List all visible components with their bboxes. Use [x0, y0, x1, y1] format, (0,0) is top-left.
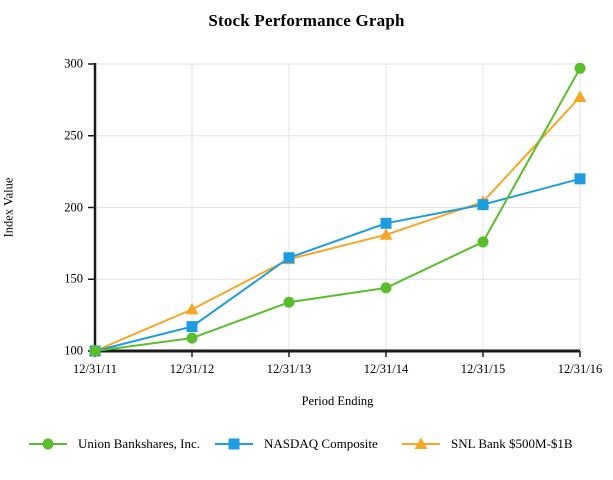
data-point-triangle: [379, 228, 393, 240]
legend-label: NASDAQ Composite: [264, 436, 378, 451]
chart-title: Stock Performance Graph: [208, 11, 405, 30]
data-point-triangle: [185, 302, 199, 315]
x-tick-label: 12/31/12: [169, 362, 215, 376]
data-point-circle: [574, 62, 586, 74]
legend-label: SNL Bank $500M-$1B: [451, 436, 573, 451]
series-line: [94, 177, 581, 352]
x-tick-label: 12/31/14: [363, 362, 409, 376]
data-point-square: [186, 321, 198, 333]
legend-triangle-marker-icon: [402, 437, 440, 449]
y-tick-label: 100: [64, 343, 83, 358]
legend-square-marker-icon: [215, 438, 253, 450]
legend-item: SNL Bank $500M-$1B: [402, 436, 573, 452]
x-axis-title: Period Ending: [301, 394, 374, 408]
x-tick-label: 12/31/15: [460, 362, 506, 376]
data-point-circle: [89, 345, 101, 357]
legend-item: NASDAQ Composite: [215, 436, 378, 452]
data-point-triangle: [573, 90, 587, 103]
x-tick-label: 12/31/16: [557, 362, 603, 376]
y-tick-label: 150: [64, 271, 83, 286]
legend-circle-marker-icon: [29, 438, 67, 450]
data-point-square: [574, 173, 586, 185]
data-point-square: [477, 199, 489, 211]
series-line: [94, 67, 581, 352]
y-tick-label: 200: [64, 200, 83, 214]
data-point-circle: [380, 282, 392, 294]
x-tick-label: 12/31/11: [73, 362, 117, 376]
data-point-circle: [283, 296, 295, 308]
data-point-square: [283, 252, 295, 264]
y-axis-title: Index Value: [1, 177, 16, 238]
legend-label: Union Bankshares, Inc.: [78, 436, 201, 451]
y-tick-label: 250: [64, 128, 83, 143]
x-tick-label: 12/31/13: [266, 362, 312, 376]
data-point-square: [380, 217, 392, 229]
y-tick-label: 300: [64, 56, 83, 71]
series-line: [94, 96, 581, 352]
data-point-circle: [186, 332, 198, 344]
data-point-circle: [477, 236, 489, 248]
legend-item: Union Bankshares, Inc.: [29, 436, 200, 452]
